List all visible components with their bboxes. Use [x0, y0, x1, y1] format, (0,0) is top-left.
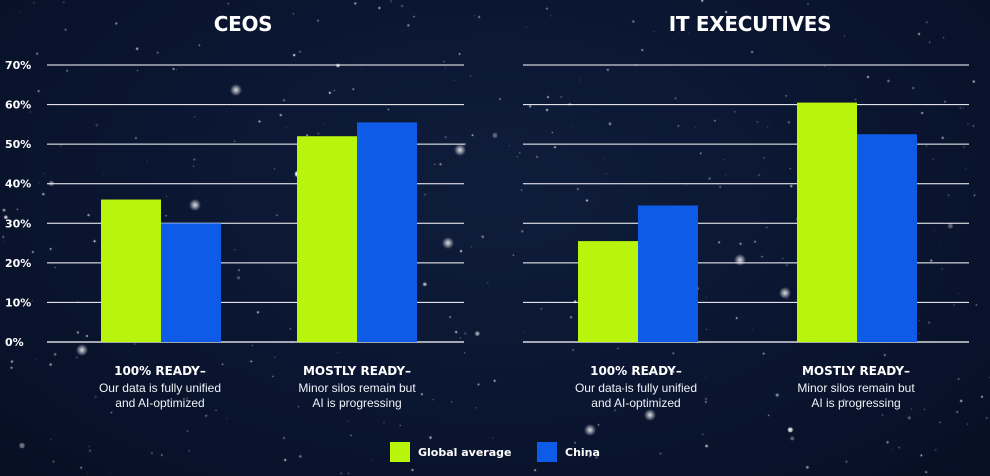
- legend-swatch-global: [390, 442, 410, 462]
- bar-china-1: [357, 122, 417, 342]
- legend-item-global: Global average: [390, 442, 512, 462]
- category-title: 100% READY–: [114, 364, 206, 378]
- y-tick-label: 40%: [5, 178, 31, 191]
- category-subtitle-line2: and AI-optimized: [115, 396, 205, 410]
- legend-label-global: Global average: [418, 445, 512, 459]
- category-subtitle-line1: Minor silos remain but: [298, 381, 416, 395]
- bar-global-0: [578, 241, 638, 342]
- category-subtitle-line2: and AI-optimized: [591, 396, 681, 410]
- y-tick-label: 70%: [5, 59, 31, 72]
- category-subtitle-line1: Minor silos remain but: [797, 381, 915, 395]
- bar-global-1: [297, 136, 357, 342]
- category-subtitle-line2: AI is progressing: [811, 396, 901, 410]
- legend-label-china: China: [565, 445, 600, 459]
- it-category-mostly-ready: MOSTLY READY– Minor silos remain but AI …: [761, 364, 951, 411]
- ceos-chart-title: CEOS: [213, 12, 273, 36]
- category-title: MOSTLY READY–: [801, 364, 911, 378]
- category-subtitle-line1: Our data is fully unified: [98, 381, 222, 395]
- category-subtitle-line1: Our data is fully unified: [574, 381, 698, 395]
- y-tick-label: 10%: [5, 296, 31, 309]
- y-tick-label: 0%: [5, 336, 24, 349]
- category-title: 100% READY–: [590, 364, 682, 378]
- y-tick-label: 60%: [5, 99, 31, 112]
- bar-global-0: [101, 199, 161, 342]
- legend: Global average China: [0, 442, 990, 466]
- y-tick-label: 30%: [5, 217, 31, 230]
- it-executives-chart-title: IT EXECUTIVES: [668, 12, 832, 36]
- legend-item-china: China: [537, 442, 600, 462]
- ceos-category-100-ready: 100% READY– Our data is fully unified an…: [65, 364, 255, 411]
- bar-global-1: [797, 102, 857, 342]
- bar-china-1: [857, 134, 917, 342]
- y-tick-label: 50%: [5, 138, 31, 151]
- ceos-category-mostly-ready: MOSTLY READY– Minor silos remain but AI …: [262, 364, 452, 411]
- y-tick-label: 20%: [5, 257, 31, 270]
- category-title: MOSTLY READY–: [302, 364, 412, 378]
- legend-swatch-china: [537, 442, 557, 462]
- bar-china-0: [638, 205, 698, 342]
- it-category-100-ready: 100% READY– Our data is fully unified an…: [541, 364, 731, 411]
- category-subtitle-line2: AI is progressing: [312, 396, 402, 410]
- bar-china-0: [161, 223, 221, 342]
